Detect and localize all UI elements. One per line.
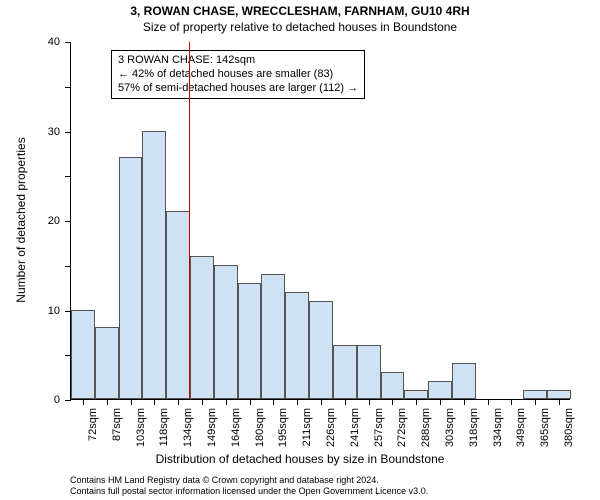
histogram-bar bbox=[238, 283, 262, 399]
x-tick-label: 72sqm bbox=[87, 408, 99, 441]
histogram-bar bbox=[95, 327, 119, 399]
y-tick-label: 10 bbox=[48, 305, 60, 317]
x-tick-label: 257sqm bbox=[373, 408, 385, 447]
x-tick-label: 195sqm bbox=[277, 408, 289, 447]
histogram-bar bbox=[404, 390, 428, 399]
x-tick bbox=[535, 399, 536, 405]
x-tick bbox=[392, 399, 393, 405]
y-axis-label: Number of detached properties bbox=[14, 137, 28, 302]
annotation-box: 3 ROWAN CHASE: 142sqm ← 42% of detached … bbox=[111, 50, 365, 99]
x-tick bbox=[178, 399, 179, 405]
x-tick-label: 349sqm bbox=[515, 408, 527, 447]
x-tick bbox=[440, 399, 441, 405]
x-tick bbox=[83, 399, 84, 405]
histogram-bar bbox=[166, 211, 190, 399]
x-tick bbox=[154, 399, 155, 405]
x-tick-label: 211sqm bbox=[301, 408, 313, 446]
histogram-bar bbox=[452, 363, 476, 399]
x-tick-label: 149sqm bbox=[206, 408, 218, 447]
y-tick bbox=[65, 132, 71, 133]
x-tick-label: 103sqm bbox=[135, 408, 147, 447]
x-tick-label: 303sqm bbox=[444, 408, 456, 447]
histogram-bar bbox=[190, 256, 214, 399]
x-tick-label: 365sqm bbox=[539, 408, 551, 447]
annotation-line1: 3 ROWAN CHASE: 142sqm bbox=[118, 54, 358, 68]
histogram-bar bbox=[285, 292, 309, 399]
histogram-bar bbox=[119, 157, 143, 399]
x-tick-label: 318sqm bbox=[468, 408, 480, 447]
histogram-bar bbox=[357, 345, 381, 399]
histogram-bar bbox=[142, 131, 166, 400]
chart-title-address: 3, ROWAN CHASE, WRECCLESHAM, FARNHAM, GU… bbox=[0, 4, 600, 18]
histogram-bar bbox=[71, 310, 95, 400]
x-tick-label: 134sqm bbox=[182, 408, 194, 447]
y-tick bbox=[65, 87, 71, 88]
footer-line1: Contains HM Land Registry data © Crown c… bbox=[70, 475, 428, 486]
x-tick bbox=[511, 399, 512, 405]
y-tick bbox=[65, 176, 71, 177]
x-tick bbox=[321, 399, 322, 405]
x-tick-label: 272sqm bbox=[396, 408, 408, 447]
annotation-line3: 57% of semi-detached houses are larger (… bbox=[118, 82, 358, 96]
footer-line2: Contains full postal sector information … bbox=[70, 486, 428, 497]
x-tick bbox=[345, 399, 346, 405]
y-tick bbox=[65, 42, 71, 43]
histogram-bar bbox=[547, 390, 571, 399]
y-tick bbox=[65, 400, 71, 401]
x-tick bbox=[250, 399, 251, 405]
y-tick-label: 40 bbox=[48, 36, 60, 48]
histogram-bar bbox=[381, 372, 405, 399]
y-tick bbox=[65, 221, 71, 222]
histogram-bar bbox=[309, 301, 333, 399]
histogram-bar bbox=[214, 265, 238, 399]
y-tick bbox=[65, 266, 71, 267]
histogram-plot: 3 ROWAN CHASE: 142sqm ← 42% of detached … bbox=[70, 42, 570, 400]
y-tick-label: 30 bbox=[48, 126, 60, 138]
x-tick bbox=[559, 399, 560, 405]
x-tick-label: 180sqm bbox=[254, 408, 266, 447]
histogram-bar bbox=[523, 390, 547, 399]
x-axis-label: Distribution of detached houses by size … bbox=[0, 452, 600, 466]
histogram-bar bbox=[261, 274, 285, 399]
x-tick-label: 334sqm bbox=[492, 408, 504, 447]
chart-title-subtitle: Size of property relative to detached ho… bbox=[0, 20, 600, 34]
x-tick bbox=[226, 399, 227, 405]
x-tick bbox=[369, 399, 370, 405]
x-tick-label: 164sqm bbox=[230, 408, 242, 447]
x-tick bbox=[488, 399, 489, 405]
x-tick bbox=[107, 399, 108, 405]
x-tick bbox=[273, 399, 274, 405]
x-tick-label: 118sqm bbox=[158, 408, 170, 446]
footer-attribution: Contains HM Land Registry data © Crown c… bbox=[70, 475, 428, 497]
histogram-bar bbox=[333, 345, 357, 399]
x-tick bbox=[416, 399, 417, 405]
x-tick bbox=[464, 399, 465, 405]
x-tick bbox=[202, 399, 203, 405]
y-tick-label: 0 bbox=[54, 394, 60, 406]
x-tick bbox=[131, 399, 132, 405]
x-tick-label: 241sqm bbox=[349, 408, 361, 447]
reference-line bbox=[189, 42, 190, 399]
annotation-line2: ← 42% of detached houses are smaller (83… bbox=[118, 68, 358, 82]
x-tick-label: 288sqm bbox=[420, 408, 432, 447]
x-tick-label: 226sqm bbox=[325, 408, 337, 447]
x-tick-label: 380sqm bbox=[563, 408, 575, 447]
x-tick-label: 87sqm bbox=[111, 408, 123, 441]
y-tick-label: 20 bbox=[48, 215, 60, 227]
histogram-bar bbox=[428, 381, 452, 399]
x-tick bbox=[297, 399, 298, 405]
